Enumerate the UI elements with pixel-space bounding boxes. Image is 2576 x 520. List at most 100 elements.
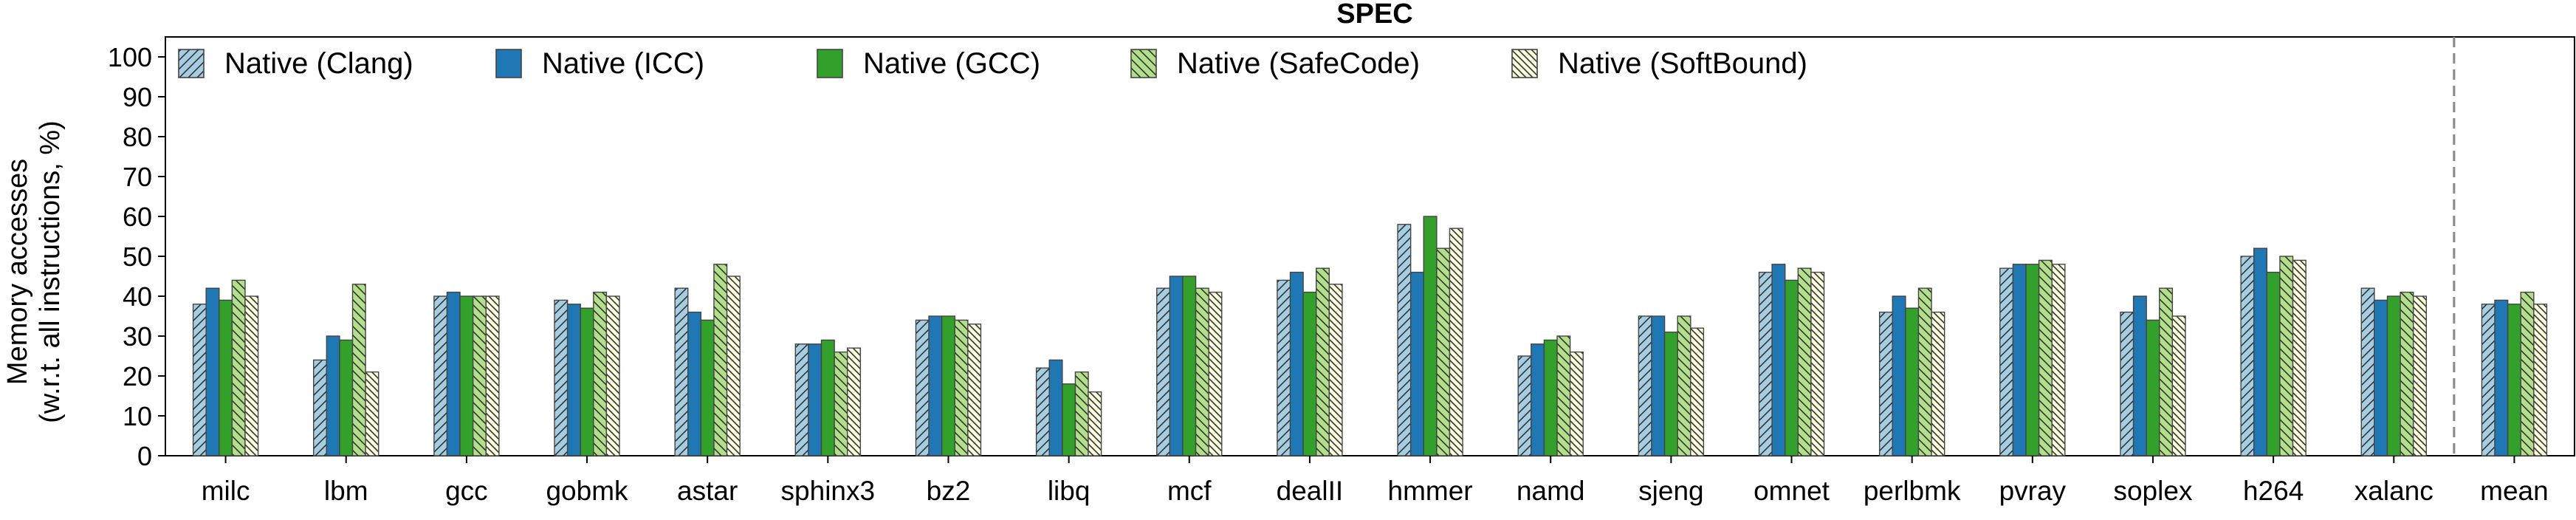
bar — [580, 307, 594, 456]
bar — [2012, 264, 2027, 456]
chart-title: SPEC — [1336, 0, 1412, 30]
y-tick-label: 0 — [137, 441, 152, 471]
legend: Native (Clang) Native (ICC) Native (GCC) Na… — [166, 38, 1848, 88]
bar — [2292, 259, 2307, 456]
x-tick-label: sphinx3 — [781, 476, 876, 506]
plot-area: 0 10 20 30 40 50 60 70 80 90 100 milc lbm gcc gobmk ast… — [108, 36, 2575, 506]
y-tick-label: 20 — [123, 361, 152, 391]
bar — [941, 315, 955, 456]
bar — [1208, 291, 1223, 456]
y-tick-label: 30 — [123, 321, 152, 352]
bar — [1917, 287, 1932, 456]
bar-group-mcf — [1156, 276, 1223, 456]
x-tick-label: bz2 — [927, 476, 971, 506]
bar — [1074, 371, 1089, 456]
bar-group-milc — [192, 279, 259, 456]
y-axis-title: Memory accesses (w.r.t. all instructions… — [2, 120, 66, 423]
bar — [1638, 315, 1652, 456]
bar-group-soplex — [2120, 287, 2186, 456]
legend-item: Native (ICC) — [495, 47, 704, 80]
x-tick-label: astar — [677, 476, 738, 506]
bar — [2120, 311, 2134, 456]
bar — [2266, 271, 2281, 456]
x-tick-label: libq — [1048, 476, 1090, 506]
bar — [593, 291, 608, 456]
bar — [1517, 355, 1532, 456]
bar — [2279, 256, 2294, 456]
bar — [485, 295, 500, 456]
bar — [2533, 304, 2548, 456]
x-tick-label: gcc — [445, 476, 488, 506]
legend-item: Native (SoftBound) — [1511, 47, 1807, 80]
x-tick-label: dealII — [1277, 476, 1344, 506]
legend-item: Native (GCC) — [817, 47, 1040, 80]
bar-group-perlbmk — [1878, 287, 1945, 456]
bar — [433, 295, 448, 456]
y-tick-label: 50 — [123, 242, 152, 272]
bar — [2520, 291, 2535, 456]
bar — [2240, 256, 2255, 456]
bar — [2481, 304, 2496, 456]
bar — [1048, 359, 1063, 456]
legend-swatch — [495, 49, 522, 78]
bar — [446, 291, 461, 456]
legend-label: Native (SafeCode) — [1177, 47, 1420, 80]
bar — [2253, 247, 2268, 456]
bar — [726, 276, 741, 456]
bar-group-namd — [1517, 335, 1584, 456]
legend-swatch — [817, 49, 843, 78]
bar — [1195, 287, 1209, 456]
bar-group-omnet — [1758, 264, 1825, 456]
bar — [566, 304, 581, 456]
bar — [1785, 279, 1799, 456]
y-tick-label: 70 — [123, 162, 152, 192]
bar — [313, 359, 328, 456]
bar — [2494, 299, 2509, 456]
legend-label: Native (GCC) — [863, 47, 1040, 80]
bar-group-lbm — [313, 284, 379, 456]
bar — [2400, 291, 2414, 456]
bar — [1423, 216, 1438, 456]
bar — [605, 295, 620, 456]
y-tick-label: 10 — [123, 401, 152, 431]
bar — [1892, 295, 1906, 456]
bar — [794, 343, 809, 456]
bar — [1088, 391, 1102, 456]
bar-group-xalanc — [2360, 287, 2427, 456]
legend-label: Native (SoftBound) — [1558, 47, 1807, 80]
bar — [2038, 259, 2053, 456]
bar — [219, 299, 233, 456]
y-tick-label: 60 — [123, 202, 152, 232]
bar — [1409, 271, 1424, 456]
bar — [231, 279, 246, 456]
bar — [2360, 287, 2375, 456]
x-tick-label: pvray — [1999, 476, 2067, 506]
bar-group-sphinx3 — [794, 339, 862, 456]
bar — [459, 295, 474, 456]
bar — [2171, 315, 2186, 456]
x-tick-label: soplex — [2113, 476, 2192, 506]
x-tick-label: omnet — [1754, 476, 1830, 506]
bar — [1905, 307, 1920, 456]
bar-group-pvray — [1999, 259, 2066, 456]
bar — [2507, 304, 2521, 456]
y-axis-label: Memory accesses — [2, 159, 33, 385]
bar — [820, 339, 835, 456]
bar — [2159, 287, 2174, 456]
x-tick-label: sjeng — [1638, 476, 1703, 506]
bar — [1436, 247, 1451, 456]
bar — [2146, 319, 2160, 456]
bar — [1035, 367, 1050, 456]
bar — [326, 335, 340, 456]
bar — [808, 343, 822, 456]
x-tick-label: perlbmk — [1864, 476, 1961, 506]
bar — [1182, 276, 1197, 456]
x-tick-label: xalanc — [2355, 476, 2434, 506]
legend-item: Native (Clang) — [178, 47, 413, 80]
legend-swatch — [1511, 49, 1538, 78]
bar — [1156, 287, 1171, 456]
bar — [1397, 224, 1412, 456]
bar — [1543, 339, 1558, 456]
bar — [915, 319, 930, 456]
